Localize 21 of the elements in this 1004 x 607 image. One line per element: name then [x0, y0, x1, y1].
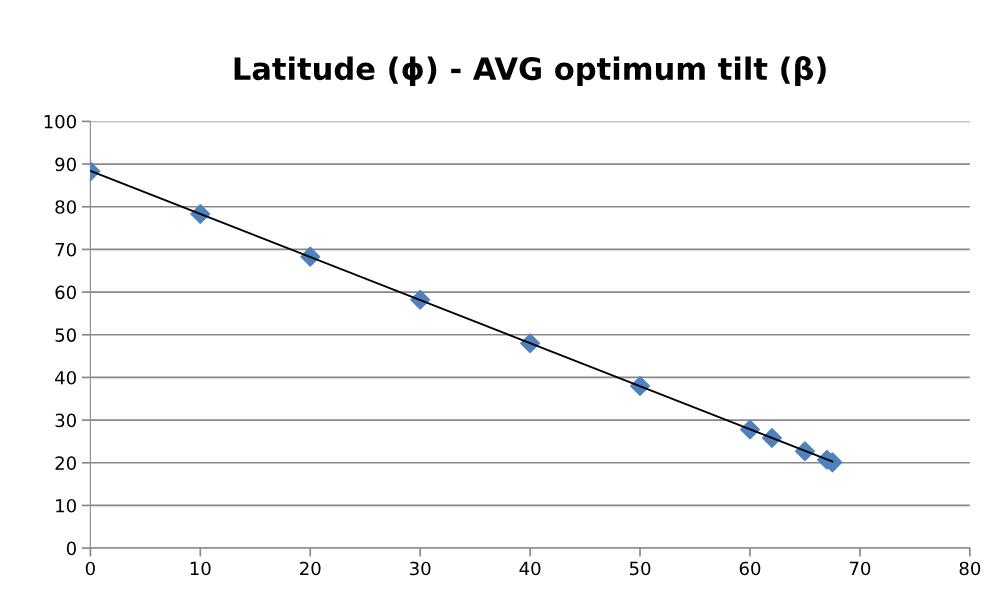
x-tick-label: 10 — [190, 561, 211, 576]
x-tick-label: 40 — [519, 561, 541, 576]
x-tick-label: 80 — [959, 561, 981, 576]
y-tick-label: 50 — [55, 328, 76, 342]
x-tick-label: 50 — [629, 561, 651, 576]
x-tick-label: 20 — [300, 561, 321, 576]
y-tick-label: 20 — [55, 456, 76, 470]
chart-title: Latitude (ϕ) - AVG optimum tilt (β) — [234, 56, 826, 87]
y-tick-label: 80 — [55, 200, 76, 214]
y-tick-label: 0 — [66, 541, 76, 556]
x-tick-label: 60 — [739, 561, 761, 576]
y-tick-label: 40 — [55, 370, 76, 385]
y-tick-label: 100 — [44, 114, 76, 129]
y-tick-label: 70 — [55, 242, 76, 257]
y-tick-label: 90 — [55, 157, 76, 172]
x-tick-label: 70 — [849, 561, 871, 576]
x-tick-label: 0 — [85, 561, 95, 576]
y-tick-label: 10 — [56, 498, 76, 513]
y-tick-label: 30 — [55, 413, 76, 428]
y-tick-label: 60 — [55, 285, 76, 300]
x-tick-label: 30 — [410, 561, 431, 576]
